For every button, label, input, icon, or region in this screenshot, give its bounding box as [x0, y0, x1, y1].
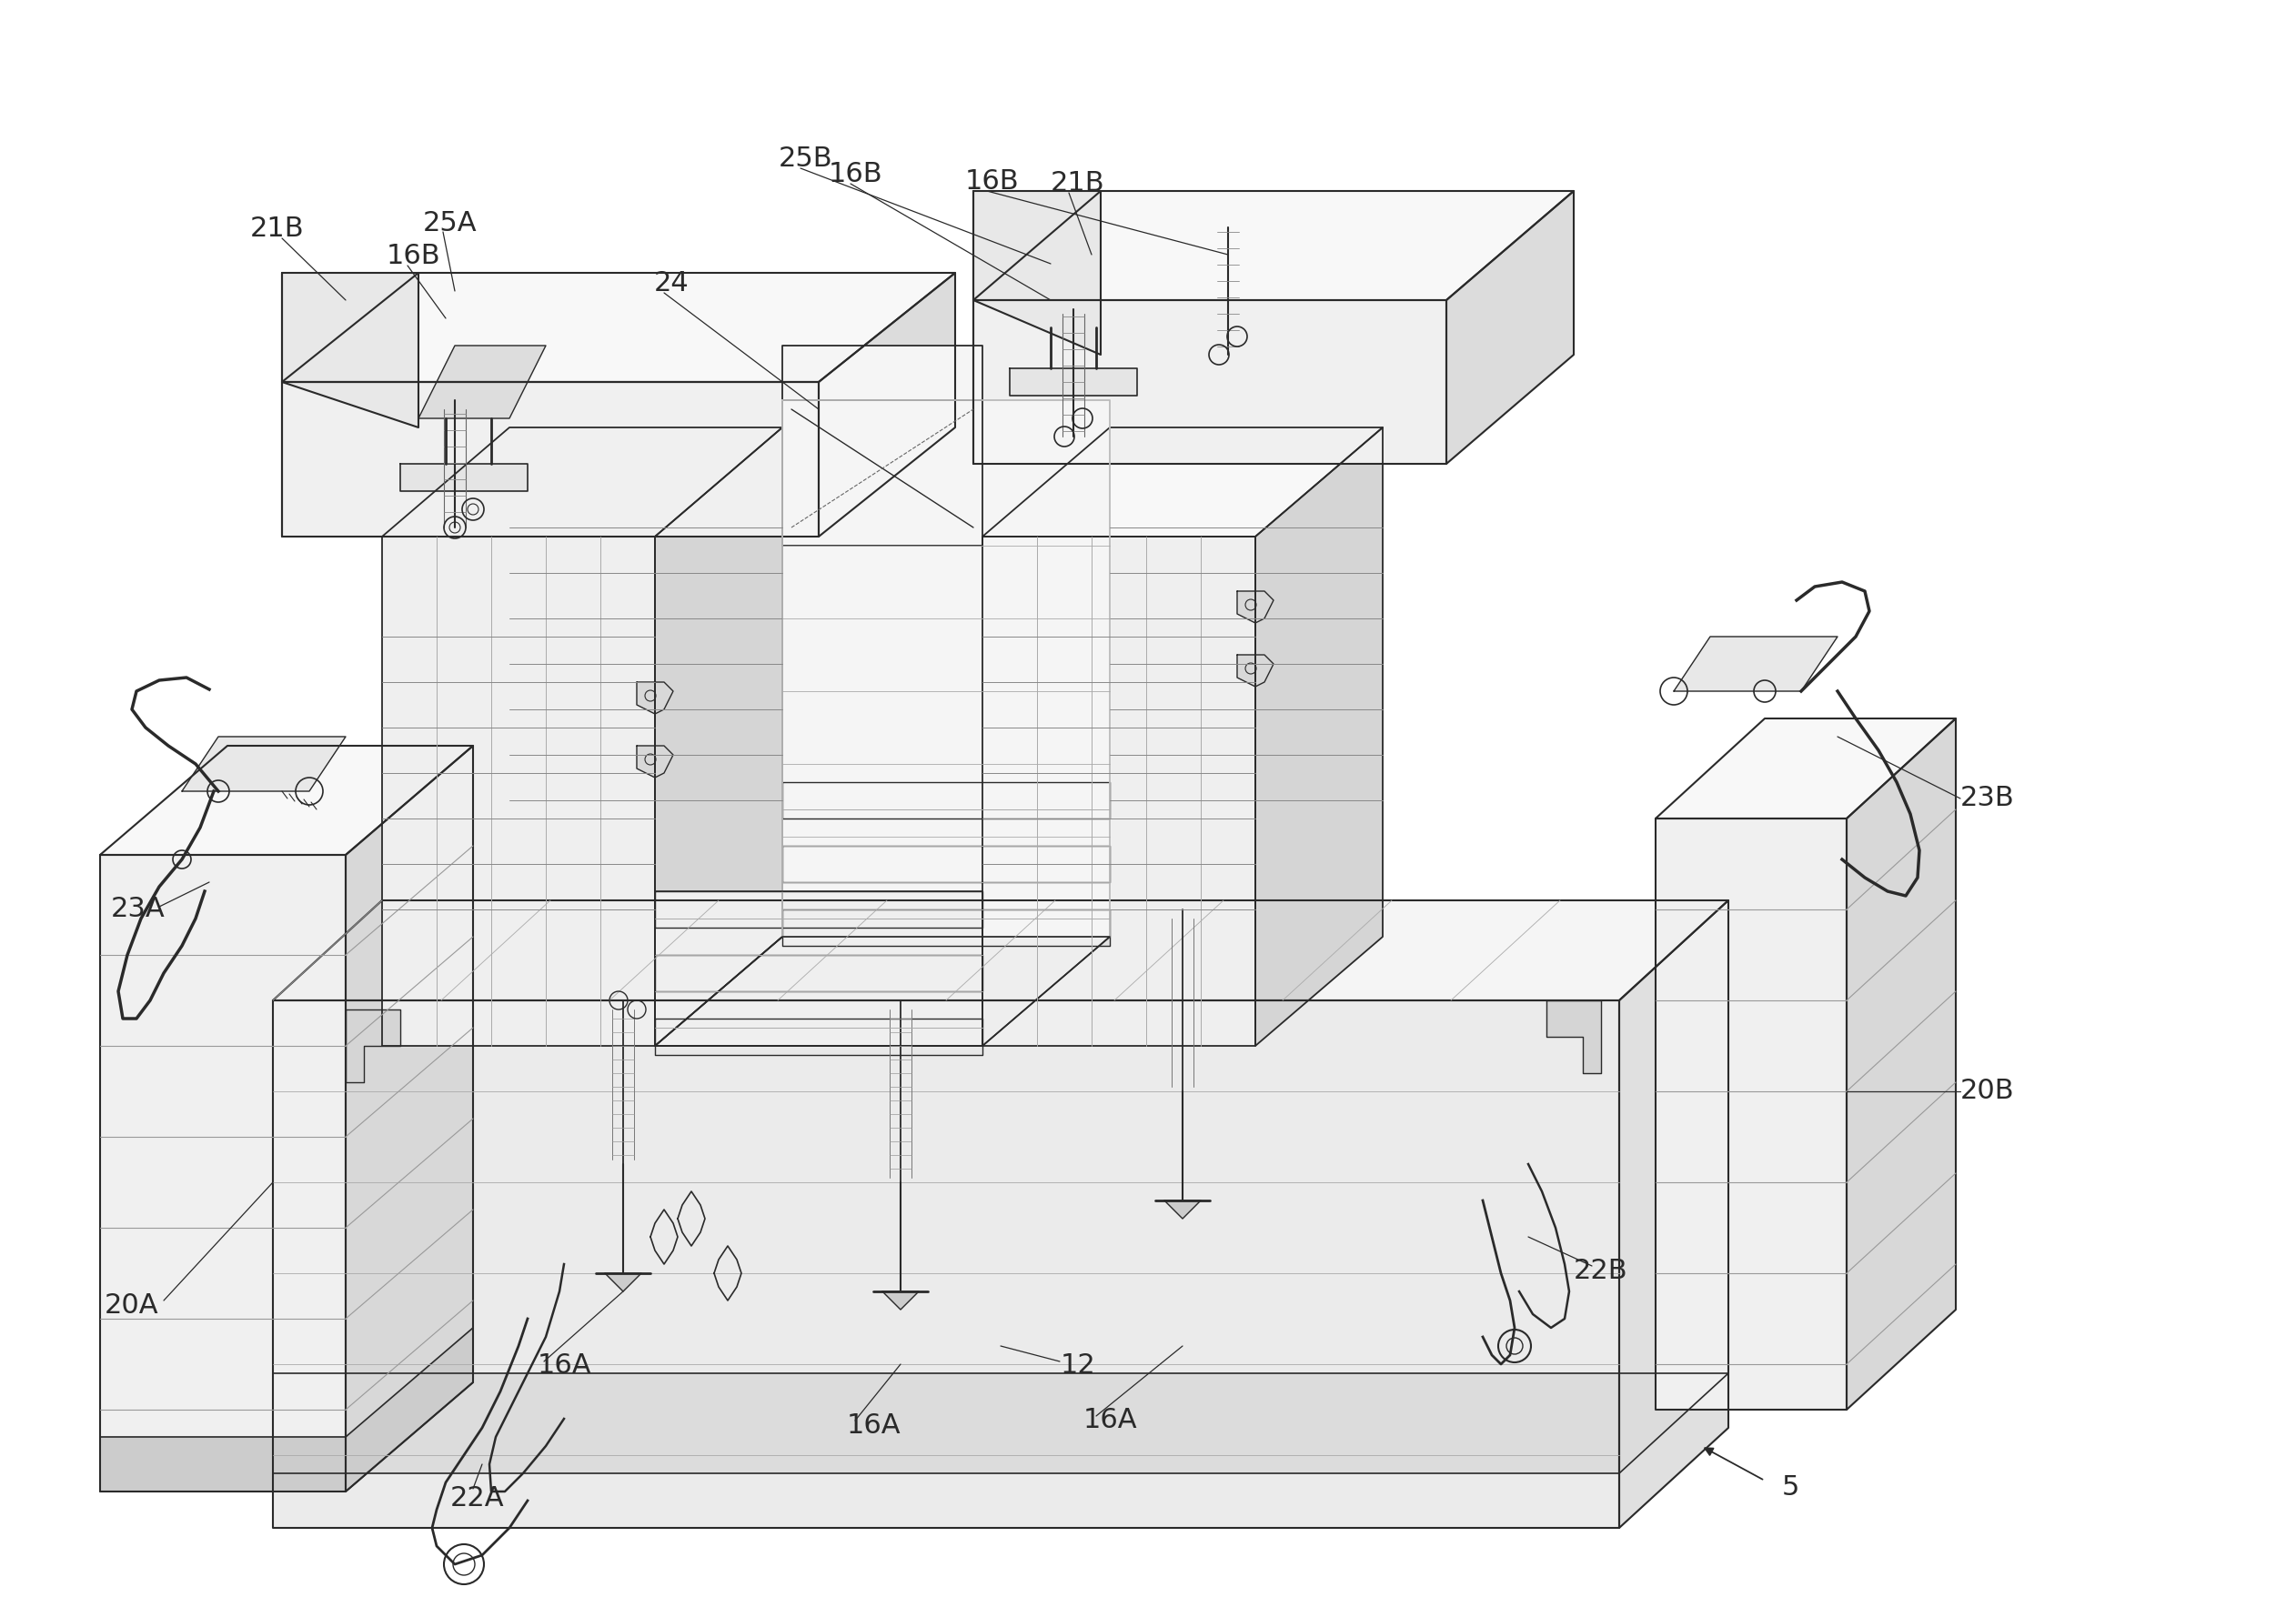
Polygon shape	[347, 746, 473, 1491]
Polygon shape	[783, 346, 983, 400]
Polygon shape	[1619, 900, 1729, 1528]
Text: 16A: 16A	[537, 1353, 590, 1379]
Polygon shape	[101, 1327, 473, 1491]
Polygon shape	[282, 273, 955, 382]
Polygon shape	[783, 400, 983, 546]
Polygon shape	[654, 892, 983, 1046]
Text: 21B: 21B	[1052, 170, 1104, 198]
Polygon shape	[974, 191, 1100, 355]
Polygon shape	[1846, 718, 1956, 1409]
Polygon shape	[654, 937, 1109, 1046]
Polygon shape	[636, 681, 673, 714]
Text: 25A: 25A	[422, 209, 478, 236]
Polygon shape	[604, 1273, 641, 1292]
Polygon shape	[974, 301, 1446, 464]
Text: 12: 12	[1061, 1353, 1095, 1379]
Polygon shape	[783, 845, 1109, 882]
Polygon shape	[654, 892, 983, 927]
Polygon shape	[1164, 1200, 1201, 1218]
Polygon shape	[1548, 1001, 1600, 1073]
Text: 16B: 16B	[829, 161, 882, 188]
Text: 20B: 20B	[1961, 1078, 2016, 1104]
Polygon shape	[347, 1009, 400, 1082]
Text: 22A: 22A	[450, 1485, 505, 1511]
Text: 16A: 16A	[847, 1413, 900, 1438]
Polygon shape	[654, 427, 783, 1046]
Polygon shape	[1256, 427, 1382, 1046]
Polygon shape	[101, 855, 347, 1491]
Polygon shape	[783, 910, 1109, 947]
Polygon shape	[820, 273, 955, 537]
Polygon shape	[273, 1001, 1619, 1528]
Polygon shape	[181, 736, 347, 791]
Polygon shape	[983, 537, 1256, 1046]
Polygon shape	[418, 346, 546, 418]
Polygon shape	[783, 783, 1109, 818]
Polygon shape	[974, 191, 1573, 301]
Polygon shape	[1674, 636, 1837, 691]
Polygon shape	[783, 400, 1109, 937]
Polygon shape	[636, 746, 673, 778]
Polygon shape	[983, 427, 1382, 537]
Text: 16A: 16A	[1084, 1408, 1137, 1433]
Polygon shape	[1010, 368, 1137, 395]
Polygon shape	[400, 464, 528, 492]
Polygon shape	[282, 382, 820, 537]
Polygon shape	[654, 955, 983, 992]
Text: 22B: 22B	[1573, 1258, 1628, 1284]
Polygon shape	[381, 537, 654, 1046]
Polygon shape	[1238, 654, 1274, 686]
Text: 16B: 16B	[386, 243, 441, 270]
Polygon shape	[1655, 818, 1846, 1409]
Polygon shape	[381, 427, 783, 537]
Text: 5: 5	[1782, 1474, 1800, 1501]
Polygon shape	[1238, 591, 1274, 624]
Text: 23A: 23A	[110, 897, 165, 922]
Text: 25B: 25B	[778, 146, 833, 172]
Polygon shape	[273, 1374, 1729, 1474]
Polygon shape	[654, 937, 1109, 1046]
Polygon shape	[273, 900, 1729, 1001]
Polygon shape	[882, 1292, 918, 1310]
Text: 16B: 16B	[964, 169, 1019, 194]
Polygon shape	[101, 746, 473, 855]
Text: 24: 24	[654, 270, 689, 297]
Text: 20A: 20A	[106, 1292, 158, 1318]
Polygon shape	[654, 1019, 983, 1054]
Text: 23B: 23B	[1961, 786, 2016, 812]
Text: 21B: 21B	[250, 215, 305, 243]
Polygon shape	[1446, 191, 1573, 464]
Polygon shape	[282, 273, 418, 427]
Polygon shape	[1655, 718, 1956, 818]
